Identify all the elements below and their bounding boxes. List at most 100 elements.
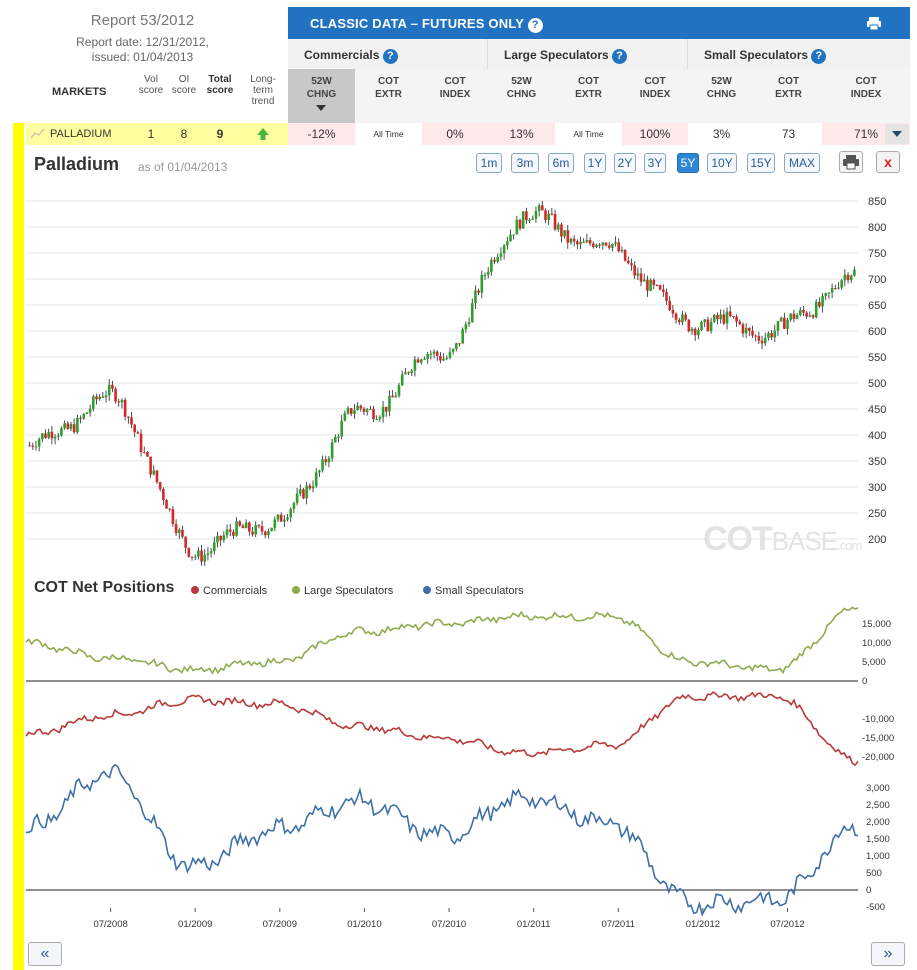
oi-score-header: OI score (171, 74, 197, 96)
candle-body (646, 279, 649, 291)
market-name[interactable]: PALLADIUM (50, 128, 112, 140)
candle-body (228, 529, 232, 532)
candle-body (496, 256, 500, 262)
column-header-4[interactable]: COT EXTR (555, 69, 622, 123)
column-header-7[interactable]: COT EXTR (755, 69, 822, 123)
candle-body (263, 531, 267, 536)
group-commercials: Commercials ? (288, 39, 488, 69)
help-icon[interactable]: ? (612, 49, 628, 64)
legend-small-speculators[interactable]: Small Speculators (423, 585, 524, 597)
range-button-10Y[interactable]: 10Y (707, 153, 737, 173)
y-tick-label: 650 (868, 300, 886, 312)
candle-body (413, 359, 417, 371)
candle-body (171, 509, 175, 525)
candle-body (458, 343, 461, 345)
candle-body (627, 260, 630, 264)
candle-body (483, 274, 487, 276)
market-chart-icon (30, 128, 45, 139)
column-header-8[interactable]: COT INDEX (822, 69, 910, 123)
next-button[interactable]: » (871, 942, 905, 966)
close-icon[interactable]: x (876, 151, 900, 173)
prev-button[interactable]: « (28, 942, 62, 966)
row-expand-button[interactable] (885, 124, 909, 144)
column-header-1[interactable]: COT EXTR (355, 69, 422, 123)
range-button-5Y[interactable]: 5Y (677, 153, 699, 173)
help-icon[interactable]: ? (382, 49, 398, 64)
candle-body (582, 241, 586, 243)
candle-body (668, 300, 671, 311)
cot-y-tick-label: -15,000 (862, 733, 894, 744)
candle-body (187, 547, 191, 557)
candle-body (200, 550, 203, 562)
candle-body (512, 234, 515, 236)
column-header-5[interactable]: COT INDEX (622, 69, 688, 123)
candle-body (60, 428, 63, 436)
candle-body (149, 456, 152, 475)
help-icon[interactable]: ? (527, 18, 543, 33)
range-button-3m[interactable]: 3m (511, 153, 539, 173)
candle-body (139, 433, 143, 453)
candle-body (655, 284, 659, 286)
candle-body (41, 433, 44, 440)
column-header-0[interactable]: 52W CHNG (288, 69, 355, 123)
row-value-0: -12% (288, 123, 355, 145)
candle-body (572, 238, 576, 242)
candle-body (614, 242, 617, 244)
vol-score-header: Vol score (138, 74, 164, 96)
candle-body (66, 423, 70, 429)
candle-body (633, 265, 636, 276)
candle-body (716, 314, 719, 320)
candle-body (314, 472, 318, 487)
candle-body (821, 295, 824, 307)
candle-body (353, 410, 356, 414)
candle-body (681, 314, 684, 323)
candle-body (770, 333, 773, 338)
candle-body (152, 470, 156, 475)
column-header-2[interactable]: COT INDEX (422, 69, 488, 123)
column-header-6[interactable]: 52W CHNG (688, 69, 755, 123)
y-tick-label: 800 (868, 222, 886, 234)
candle-body (206, 553, 210, 555)
legend-commercials[interactable]: Commercials (191, 585, 267, 597)
range-button-1Y[interactable]: 1Y (584, 153, 606, 173)
candle-body (174, 524, 178, 534)
market-row[interactable] (26, 123, 288, 145)
range-button-1m[interactable]: 1m (476, 153, 502, 173)
candle-body (467, 322, 471, 325)
small-y-tick-label: 2,500 (866, 800, 890, 811)
help-icon[interactable]: ? (811, 49, 827, 64)
candle-body (445, 357, 449, 359)
candle-body (712, 314, 716, 322)
candle-body (442, 358, 445, 361)
candle-body (601, 242, 605, 246)
candle-body (754, 335, 757, 337)
candle-body (37, 439, 41, 447)
range-button-MAX[interactable]: MAX (784, 153, 820, 173)
range-button-6m[interactable]: 6m (548, 153, 574, 173)
candle-body (757, 336, 761, 341)
candle-body (391, 395, 394, 398)
candle-body (830, 287, 834, 293)
candle-body (273, 519, 277, 528)
candle-body (356, 405, 359, 411)
candle-body (550, 213, 554, 215)
candle-body (748, 327, 751, 331)
candle-body (308, 485, 312, 489)
row-value-4: All Time (573, 129, 604, 139)
candle-body (248, 522, 251, 532)
column-header-3[interactable]: 52W CHNG (488, 69, 555, 123)
range-button-3Y[interactable]: 3Y (644, 153, 666, 173)
legend-large-speculators[interactable]: Large Speculators (292, 585, 393, 597)
candle-body (697, 330, 700, 336)
range-button-2Y[interactable]: 2Y (614, 153, 636, 173)
candle-body (235, 521, 238, 536)
candle-body (620, 249, 624, 252)
candle-body (792, 313, 796, 319)
y-tick-label: 250 (868, 508, 886, 520)
candle-body (662, 289, 665, 292)
range-button-15Y[interactable]: 15Y (747, 153, 775, 173)
print-icon[interactable] (866, 16, 882, 31)
candle-body (840, 280, 843, 288)
chart-print-button[interactable] (839, 151, 863, 173)
